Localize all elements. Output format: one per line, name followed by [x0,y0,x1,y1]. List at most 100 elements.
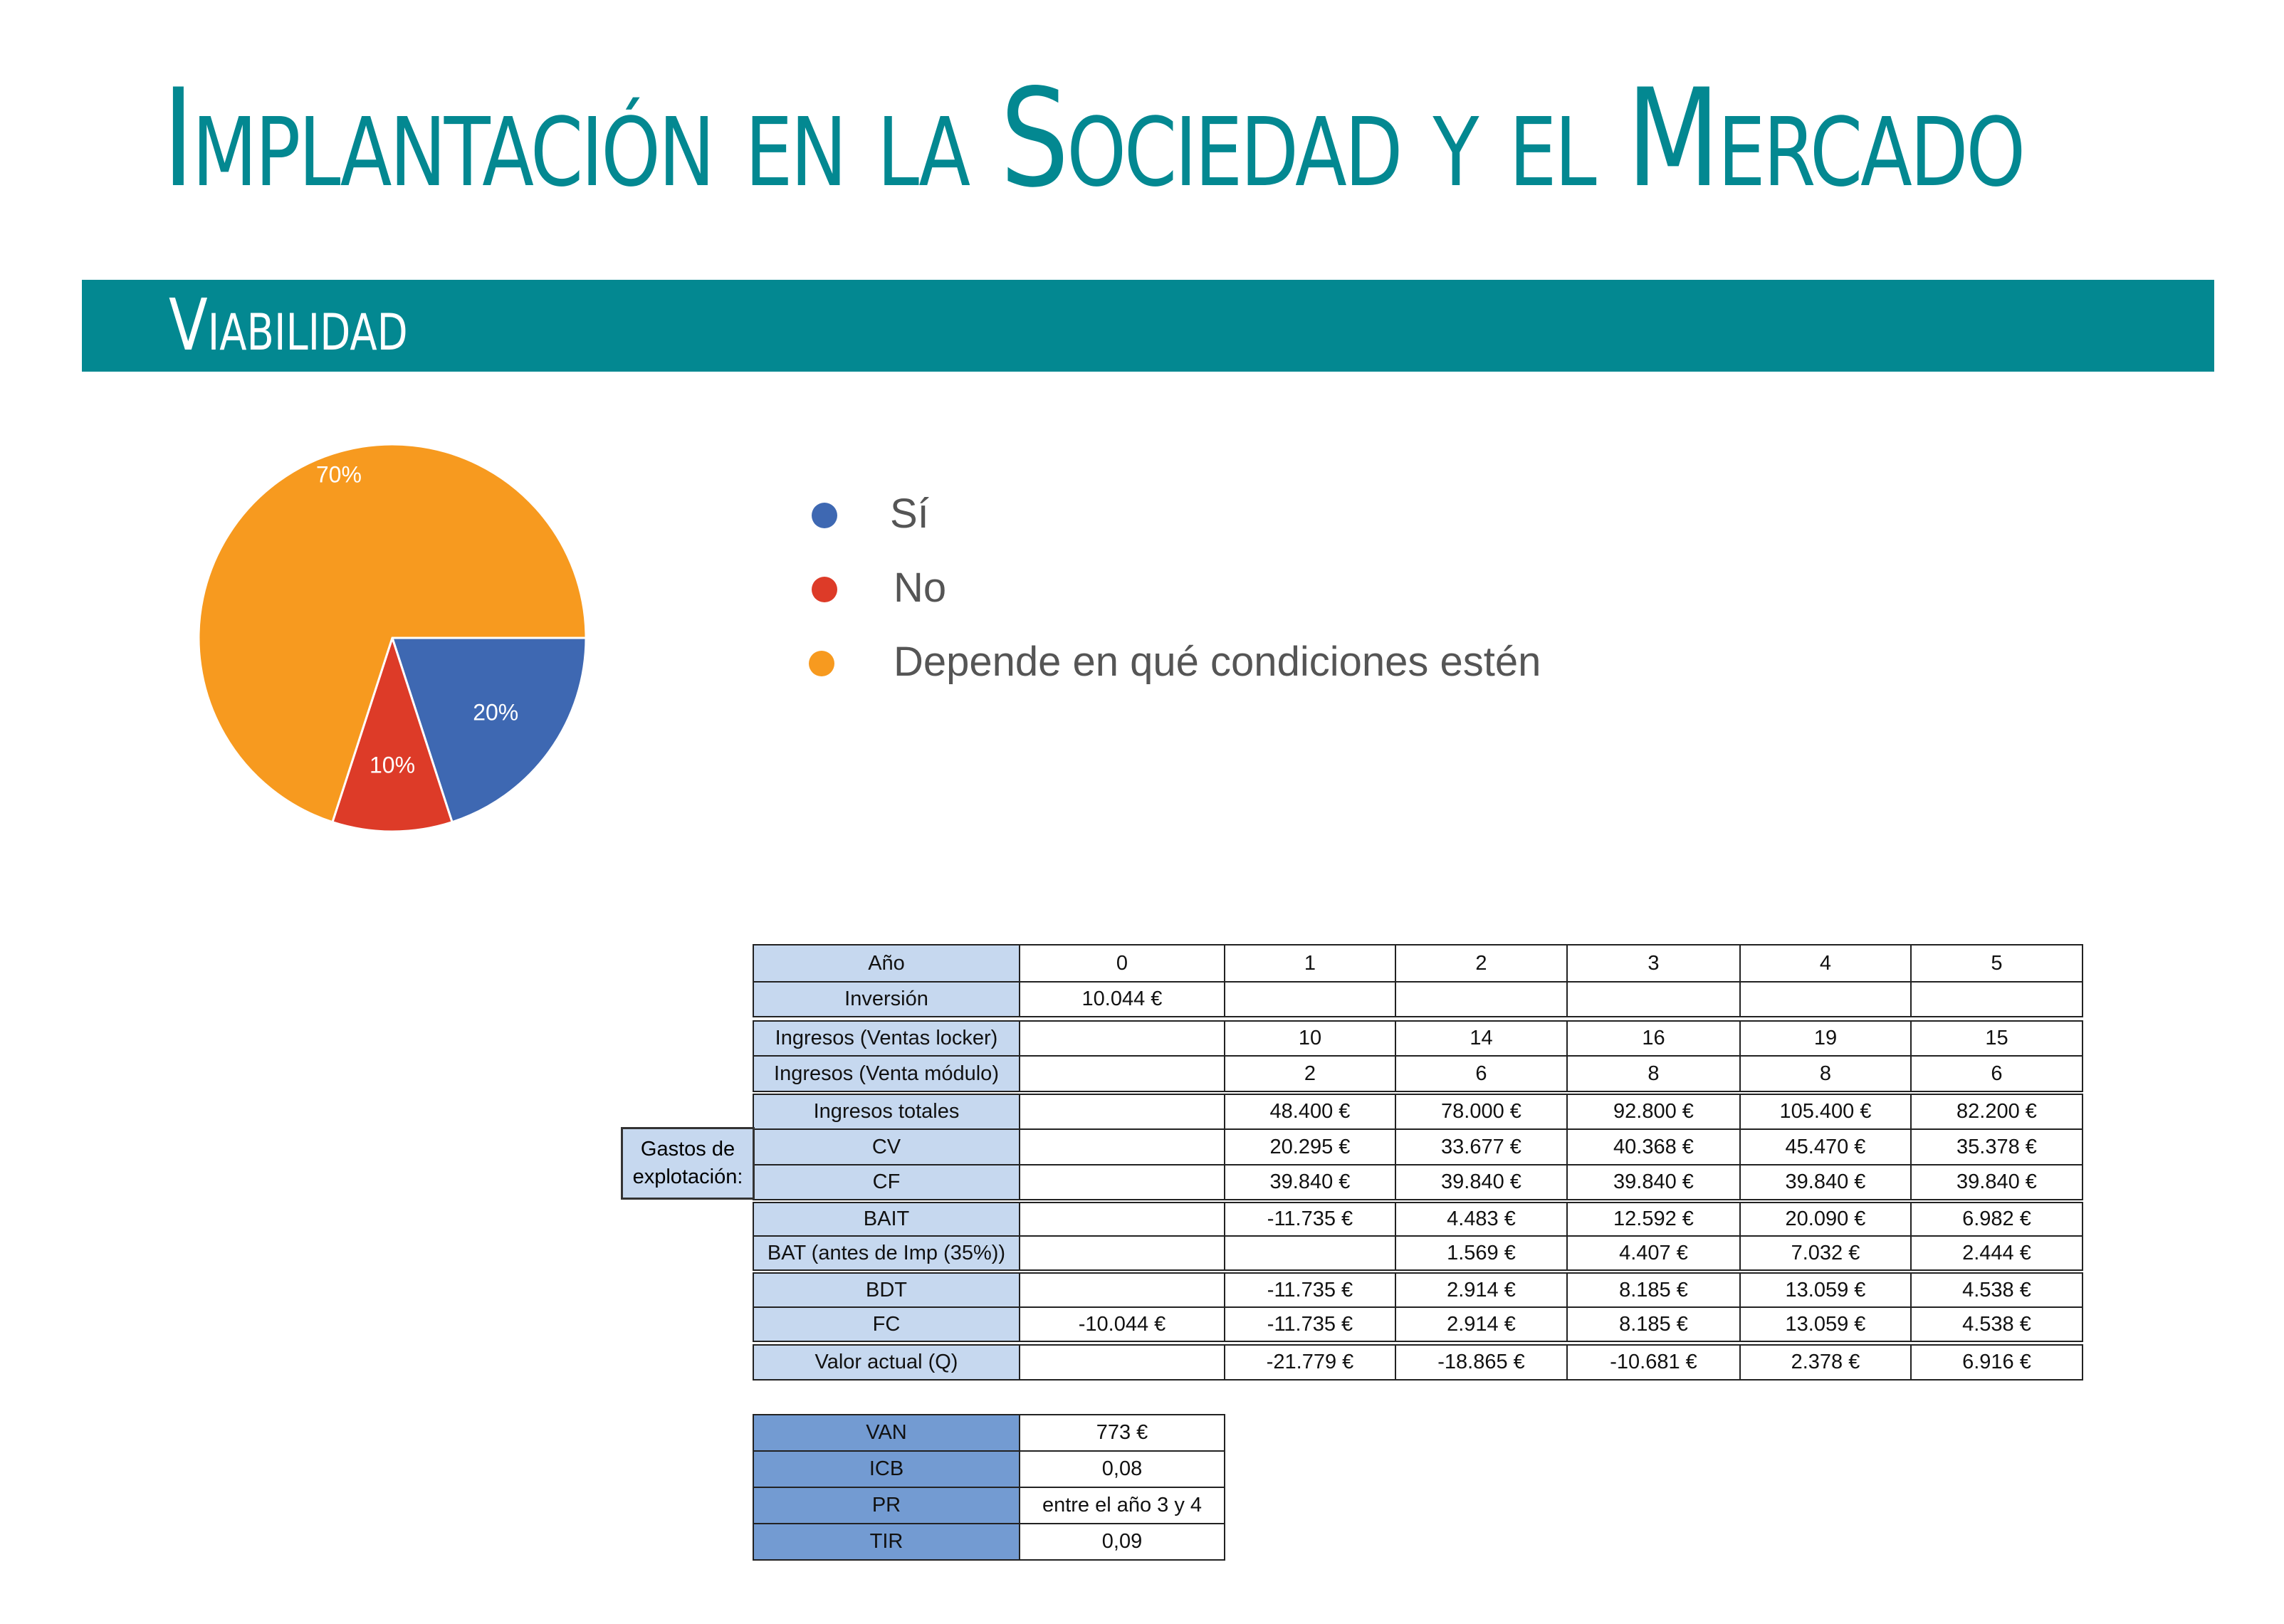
table-cell: 78.000 € [1395,1094,1568,1130]
table-cell: -10.681 € [1566,1344,1741,1381]
table-cell: 10 [1224,1020,1396,1057]
table-cell: 8.185 € [1566,1306,1741,1342]
table-header-cell: 2 [1395,944,1568,983]
table-cell [1019,1020,1225,1057]
legend-label: No [894,565,947,611]
table-cell: 8 [1566,1055,1741,1092]
summary-value: 0,08 [1019,1450,1225,1488]
table-cell: 1.569 € [1395,1235,1568,1271]
table-cell: 2.378 € [1739,1344,1912,1381]
table-cell [1019,1055,1225,1092]
table-cell [1019,1344,1225,1381]
table-cell: 45.470 € [1739,1128,1912,1165]
page-title: Implantación en la Sociedad y el Mercado [162,60,2026,217]
legend-dot-depends [809,651,834,676]
table-cell: 13.059 € [1739,1272,1912,1308]
table-header-cell: 3 [1566,944,1741,983]
table-cell: -21.779 € [1224,1344,1396,1381]
row-label: BDT [753,1272,1020,1308]
table-header-cell: 1 [1224,944,1396,983]
gastos-group-label: Gastos de explotación: [621,1127,755,1200]
table-cell: 92.800 € [1566,1094,1741,1130]
table-cell [1739,981,1912,1017]
table-cell: 8 [1739,1055,1912,1092]
pie-data-label: 10% [370,753,415,778]
table-cell: -11.735 € [1224,1272,1396,1308]
table-cell: 35.378 € [1910,1128,2083,1165]
table-cell: 48.400 € [1224,1094,1396,1130]
table-header-cell: 0 [1019,944,1225,983]
table-cell: 14 [1395,1020,1568,1057]
table-header-cell: Año [753,944,1020,983]
summary-label: TIR [753,1523,1020,1561]
row-label: BAT (antes de Imp (35%)) [753,1235,1020,1271]
table-cell: 39.840 € [1395,1164,1568,1200]
row-label: Ingresos totales [753,1094,1020,1130]
table-cell [1566,981,1741,1017]
row-label: Ingresos (Ventas locker) [753,1020,1020,1057]
table-cell: 4.538 € [1910,1306,2083,1342]
table-cell: 39.840 € [1910,1164,2083,1200]
legend-label: Depende en qué condiciones estén [894,639,1541,685]
pie-chart: 20% 10% 70% [197,443,587,833]
table-cell: 6 [1395,1055,1568,1092]
legend-dot-yes [812,503,837,528]
table-cell: 6 [1910,1055,2083,1092]
pie-data-label: 20% [473,700,518,725]
row-label: Ingresos (Venta módulo) [753,1055,1020,1092]
pie-data-label: 70% [316,462,362,488]
summary-value: entre el año 3 y 4 [1019,1487,1225,1524]
row-label: FC [753,1306,1020,1342]
table-cell: 40.368 € [1566,1128,1741,1165]
table-cell [1019,1202,1225,1237]
table-cell: 2.914 € [1395,1272,1568,1308]
row-label: CV [753,1128,1020,1165]
pie-slice [331,634,454,833]
table-cell: 16 [1566,1020,1741,1057]
table-cell: 2.444 € [1910,1235,2083,1271]
section-title: Viabilidad [169,283,408,367]
table-cell: 12.592 € [1566,1202,1741,1237]
summary-label: ICB [753,1450,1020,1488]
table-cell: 20.295 € [1224,1128,1396,1165]
table-cell: 39.840 € [1224,1164,1396,1200]
pie-slice [197,443,587,824]
table-header-cell: 5 [1910,944,2083,983]
table-cell: 4.407 € [1566,1235,1741,1271]
table-cell [1910,981,2083,1017]
table-cell: -10.044 € [1019,1306,1225,1342]
summary-value: 0,09 [1019,1523,1225,1561]
summary-value: 773 € [1019,1414,1225,1452]
table-cell [1019,1128,1225,1165]
section-banner: Viabilidad [82,280,2214,372]
table-cell: 2 [1224,1055,1396,1092]
table-cell [1019,1094,1225,1130]
table-cell [1224,981,1396,1017]
row-label: BAIT [753,1202,1020,1237]
table-cell: 10.044 € [1019,981,1225,1017]
table-cell: -18.865 € [1395,1344,1568,1381]
table-cell: 19 [1739,1020,1912,1057]
table-cell: 39.840 € [1739,1164,1912,1200]
table-cell: 15 [1910,1020,2083,1057]
table-cell: 33.677 € [1395,1128,1568,1165]
table-cell: 8.185 € [1566,1272,1741,1308]
summary-label: PR [753,1487,1020,1524]
table-cell: -11.735 € [1224,1202,1396,1237]
row-label: CF [753,1164,1020,1200]
table-cell: 4.538 € [1910,1272,2083,1308]
legend-label: Sí [890,491,929,537]
table-cell [1395,981,1568,1017]
row-label: Valor actual (Q) [753,1344,1020,1381]
table-cell: -11.735 € [1224,1306,1396,1342]
table-cell: 4.483 € [1395,1202,1568,1237]
table-cell: 2.914 € [1395,1306,1568,1342]
table-cell [1224,1235,1396,1271]
table-cell: 39.840 € [1566,1164,1741,1200]
table-cell: 82.200 € [1910,1094,2083,1130]
table-cell [1019,1272,1225,1308]
row-label: Inversión [753,981,1020,1017]
table-cell [1019,1164,1225,1200]
table-header-cell: 4 [1739,944,1912,983]
pie-slice [390,636,587,824]
